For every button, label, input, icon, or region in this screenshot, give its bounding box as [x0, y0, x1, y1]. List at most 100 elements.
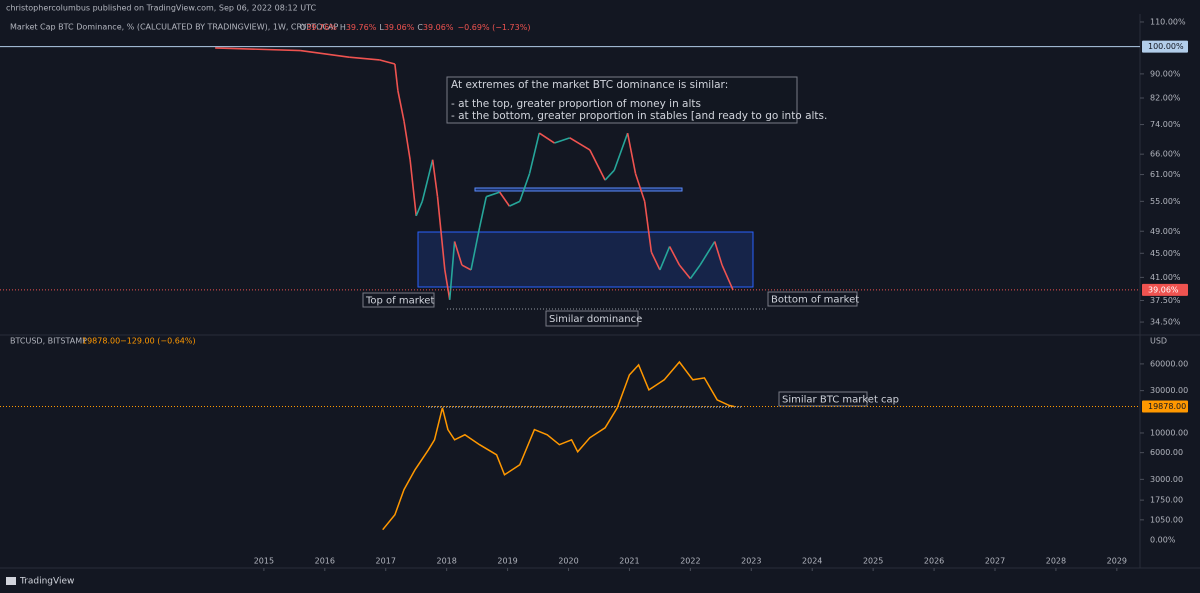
y-tick-label: 10000.00: [1150, 428, 1188, 437]
price-label: 19878.00: [1148, 402, 1186, 411]
dominance-segment: [678, 264, 691, 280]
y-tick-label: 90.00%: [1150, 69, 1181, 78]
y-tick-label: 45.00%: [1150, 249, 1181, 258]
price-label-box: [1142, 400, 1188, 413]
dominance-segment: [650, 251, 661, 271]
x-tick-label: 2027: [985, 557, 1005, 566]
x-tick-label: 2029: [1107, 557, 1127, 566]
x-tick-label: 2016: [315, 557, 335, 566]
price-line: [382, 360, 735, 531]
dominance-segment: [436, 196, 446, 270]
x-tick-label: 2021: [619, 557, 639, 566]
y-tick-label: 30000.00: [1150, 386, 1188, 395]
tag-box: [545, 310, 639, 327]
dominance-segment: [431, 159, 439, 197]
y-tick-label: 6000.00: [1150, 448, 1183, 457]
x-tick-label: 2026: [924, 557, 944, 566]
tag: Similar BTC market cap: [782, 395, 899, 406]
ohlc-key: C: [417, 23, 423, 32]
dominance-segment: [554, 137, 570, 144]
x-tick-label: 2024: [802, 557, 822, 566]
logo: [6, 577, 16, 585]
y-tick-label: 66.00%: [1150, 150, 1181, 159]
dominance-segment: [634, 173, 646, 202]
dominance-segment: [300, 49, 350, 58]
y-tick-label: 110.00%: [1150, 17, 1186, 26]
dominance-segment: [403, 120, 411, 160]
dominance-segment: [397, 90, 405, 122]
tag-box: [362, 292, 435, 308]
dominance-segment: [415, 201, 424, 217]
x-tick-label: 2018: [436, 557, 456, 566]
dominance-segment: [478, 196, 488, 228]
dominance-segment: [689, 264, 701, 280]
dominance-segment: [444, 269, 451, 300]
tag: Top of market: [365, 296, 434, 307]
dominance-segment: [394, 63, 399, 91]
ohlc-value: 39.76%: [346, 23, 377, 32]
legend-values: O39.76% H39.76% L39.06% C39.06% −0.69% (−1.7…: [300, 23, 530, 32]
ohlc-value: 39.06%: [423, 23, 454, 32]
y-tick-label: 61.00%: [1150, 170, 1181, 179]
dominance-segment: [453, 241, 463, 266]
note-line: - at the top, greater proportion of mone…: [451, 98, 701, 110]
dominance-segment: [461, 264, 472, 271]
dominance-segment: [569, 137, 591, 151]
y-tick-label: 37.50%: [1150, 296, 1181, 305]
dominance-segment: [409, 159, 417, 216]
dominance-segment: [538, 132, 555, 144]
dominance-segment: [659, 246, 671, 271]
legend-last: 19878.00: [82, 337, 120, 346]
price-label-box: [1142, 40, 1188, 53]
dominance-segment: [499, 191, 511, 207]
unit-label: USD: [1150, 337, 1167, 346]
y-tick-label: 41.00%: [1150, 273, 1181, 282]
dominance-segment: [626, 132, 637, 174]
y-tick-label: 1050.00: [1150, 515, 1183, 524]
ohlc-value: 39.06%: [384, 23, 415, 32]
note-box: [446, 76, 798, 124]
dominance-segment: [519, 173, 531, 202]
tag-box: [767, 291, 858, 307]
ohlc-key: O: [300, 23, 306, 32]
legend-title: BTCUSD, BITSTAMP: [10, 337, 87, 346]
x-tick-label: 2028: [1046, 557, 1066, 566]
tag: Bottom of market: [771, 295, 859, 306]
note-line: At extremes of the market BTC dominance …: [451, 79, 728, 91]
axis-bottom-label: 0.00%: [1150, 536, 1176, 545]
dominance-segment: [528, 132, 541, 174]
x-tick-label: 2017: [376, 557, 396, 566]
price-label: 100.00%: [1148, 42, 1184, 51]
x-tick-label: 2015: [254, 557, 274, 566]
dominance-segment: [470, 227, 481, 271]
x-tick-label: 2020: [558, 557, 578, 566]
y-tick-label: 1750.00: [1150, 496, 1183, 505]
ohlc-key: H: [340, 23, 346, 32]
y-tick-label: 82.00%: [1150, 93, 1181, 102]
y-tick-label: 34.50%: [1150, 318, 1181, 327]
ohlc-value: 39.76%: [306, 23, 337, 32]
y-tick-label: 49.00%: [1150, 227, 1181, 236]
legend-title: Market Cap BTC Dominance, % (CALCULATED …: [10, 23, 339, 32]
dominance-segment: [215, 47, 301, 52]
ohlc-change: −0.69% (−1.73%): [457, 23, 530, 32]
legend-change: −129.00 (−0.64%): [120, 337, 196, 346]
x-tick-label: 2023: [741, 557, 761, 566]
dominance-segment: [589, 149, 606, 181]
dominance-segment: [379, 59, 396, 65]
footer: TradingView: [19, 577, 74, 587]
x-tick-label: 2025: [863, 557, 883, 566]
y-tick-label: 3000.00: [1150, 475, 1183, 484]
ohlc-key: L: [379, 23, 384, 32]
price-label-box: [1142, 283, 1188, 296]
y-tick-label: 74.00%: [1150, 120, 1181, 129]
dominance-segment: [713, 241, 723, 266]
y-tick-label: 55.00%: [1150, 197, 1181, 206]
dominance-segment: [421, 159, 434, 202]
dominance-segment: [604, 169, 615, 181]
dominance-segment: [721, 264, 734, 291]
header: christophercolumbus published on Trading…: [6, 4, 317, 13]
x-tick-label: 2019: [497, 557, 517, 566]
dominance-segment: [509, 200, 521, 207]
